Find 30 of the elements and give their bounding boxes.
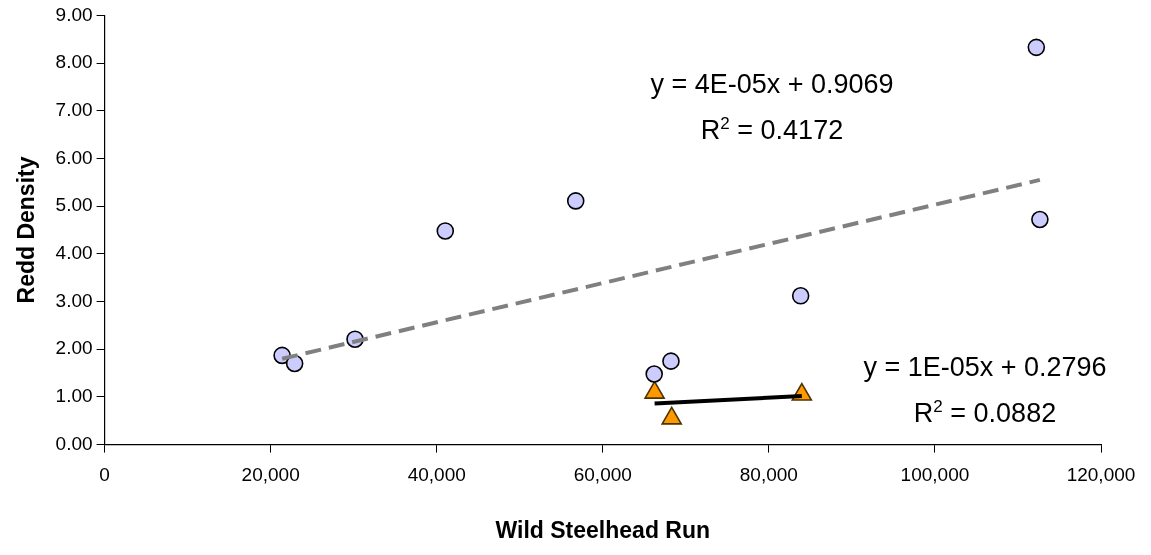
y-tick-label: 9.00: [55, 3, 93, 25]
x-tick-label: 60,000: [573, 464, 632, 486]
point: [1027, 38, 1046, 57]
annotation: y = 1E-05x + 0.2796: [863, 351, 1107, 383]
y-tick-label: 5.00: [55, 194, 93, 216]
y-tick-label: 6.00: [55, 146, 93, 168]
x-tick-label: 120,000: [1066, 464, 1136, 486]
annotation: y = 4E-05x + 0.9069: [650, 68, 894, 100]
point: [662, 352, 680, 370]
y-tick-label: 1.00: [55, 385, 93, 407]
annotation: R$^{2}$ = 0.4172: [700, 114, 844, 146]
annotation: R$^{2}$ = 0.0882: [913, 397, 1057, 429]
point: [791, 287, 810, 305]
y-tick-label: 4.00: [55, 242, 93, 264]
x-tick-label: 100,000: [900, 464, 970, 486]
y-tick-label: 8.00: [55, 51, 93, 73]
y-tick-label: 7.00: [55, 99, 93, 121]
x-tick-label: 80,000: [739, 464, 798, 486]
y-tick-label: 3.00: [55, 289, 93, 311]
y-tick-label: 2.00: [55, 337, 93, 359]
x-tick-label: 40,000: [407, 464, 466, 486]
point: [645, 365, 663, 383]
y-tick-label: 0.00: [55, 432, 93, 454]
point: [566, 192, 585, 210]
x-axis-title: Wild Steelhead Run: [495, 516, 711, 543]
x-tick-label: 0: [99, 464, 110, 486]
point: [1031, 210, 1049, 229]
y-axis-title: Redd Density: [13, 156, 40, 304]
x-tick-label: 20,000: [241, 464, 300, 486]
point: [436, 222, 455, 240]
